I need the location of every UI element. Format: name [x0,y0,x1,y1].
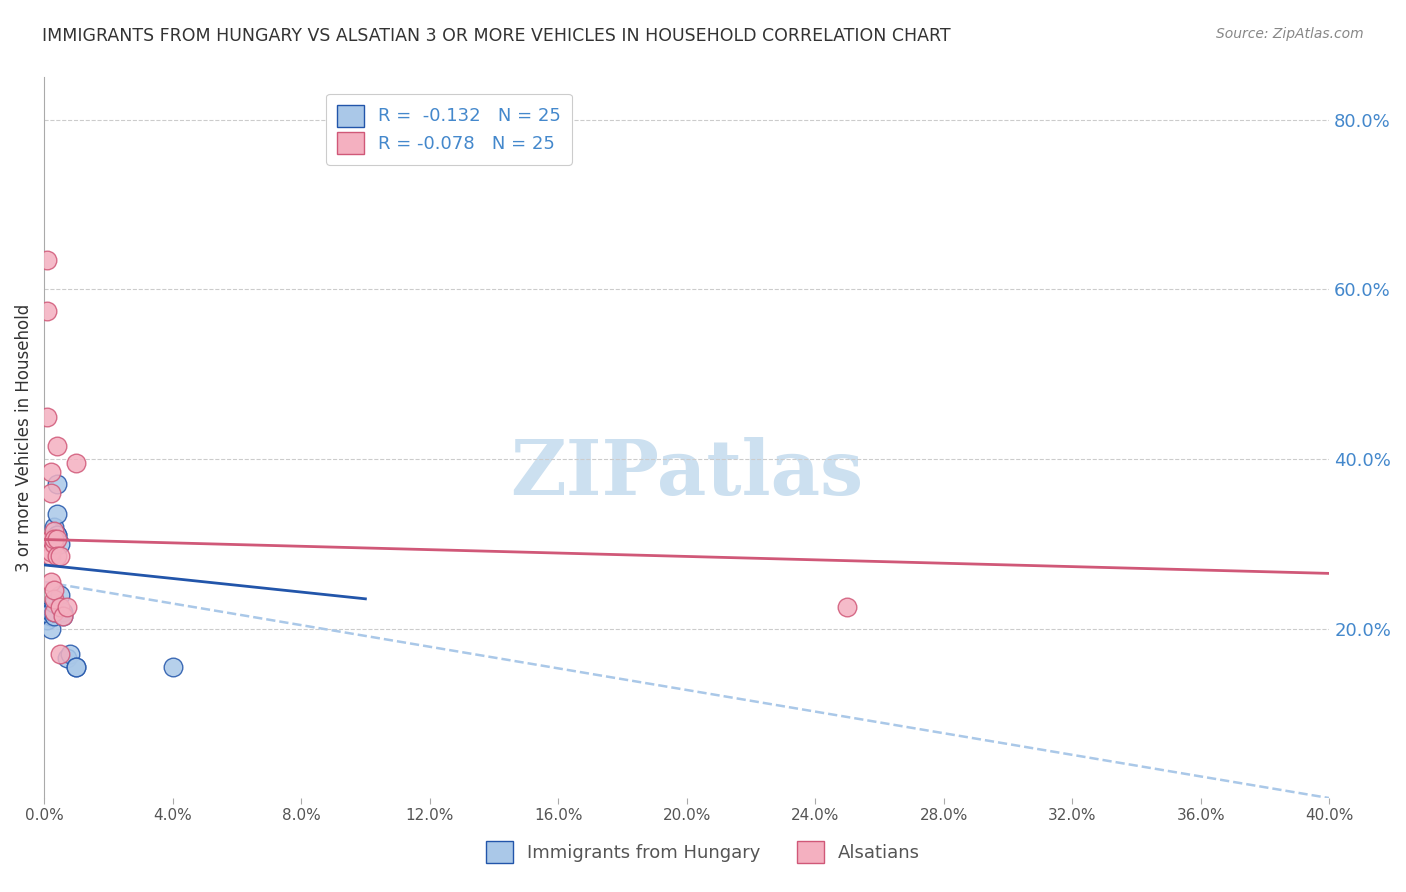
Point [42,608,65,623]
Point [65,659,87,673]
Point [42,520,65,534]
Point [46,533,69,547]
Text: Source: ZipAtlas.com: Source: ZipAtlas.com [1216,27,1364,41]
Point [39,545,62,559]
Point [39,533,62,547]
Legend: Immigrants from Hungary, Alsatians: Immigrants from Hungary, Alsatians [475,830,931,874]
Point [37,303,59,318]
Point [39,608,62,623]
Point [59,647,82,661]
Point [49,549,72,564]
Text: ZIPatlas: ZIPatlas [510,437,863,511]
Point [42,524,65,538]
Point [39,605,62,619]
Point [37,605,59,619]
Point [55,651,77,665]
Y-axis label: 3 or more Vehicles in Household: 3 or more Vehicles in Household [15,303,32,572]
Point [46,439,69,453]
Point [49,588,72,602]
Point [46,528,69,542]
Point [55,600,77,615]
Point [42,533,65,547]
Point [42,537,65,551]
Point [42,583,65,598]
Text: IMMIGRANTS FROM HUNGARY VS ALSATIAN 3 OR MORE VEHICLES IN HOUSEHOLD CORRELATION : IMMIGRANTS FROM HUNGARY VS ALSATIAN 3 OR… [42,27,950,45]
Point [46,549,69,564]
Point [37,409,59,424]
Point [65,456,87,470]
Point [52,605,75,619]
Point [39,622,62,636]
Point [37,252,59,267]
Point [39,574,62,589]
Point [49,537,72,551]
Point [39,608,62,623]
Point [162,659,184,673]
Point [42,605,65,619]
Point [52,608,75,623]
Point [39,549,62,564]
Point [42,605,65,619]
Point [46,507,69,521]
Point [52,608,75,623]
Point [42,596,65,610]
Point [65,659,87,673]
Point [37,613,59,627]
Point [46,477,69,491]
Point [49,600,72,615]
Point [49,647,72,661]
Point [42,591,65,606]
Point [39,465,62,479]
Point [39,605,62,619]
Point [39,486,62,500]
Point [46,528,69,542]
Point [42,537,65,551]
Legend: R =  -0.132   N = 25, R = -0.078   N = 25: R = -0.132 N = 25, R = -0.078 N = 25 [326,94,572,165]
Point [837,600,859,615]
